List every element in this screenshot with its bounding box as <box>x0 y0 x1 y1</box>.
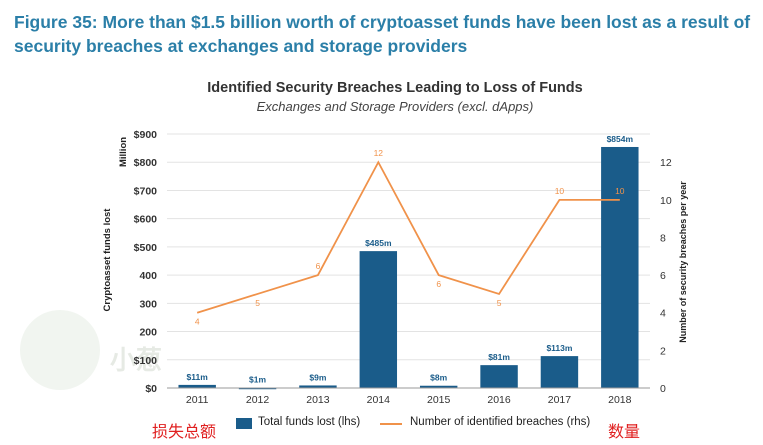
y-right-tick-label: 10 <box>660 195 672 207</box>
x-tick-label: 2012 <box>246 394 270 406</box>
y-left-tick-label: 300 <box>139 298 157 310</box>
bar-data-label: $11m <box>187 372 209 382</box>
bar-data-label: $81m <box>488 352 510 362</box>
bar <box>178 384 216 388</box>
y-left-unit-label: Million <box>118 137 129 167</box>
y-right-tick-label: 2 <box>660 345 666 357</box>
line-data-label: 6 <box>436 279 441 289</box>
y-left-tick-label: $0 <box>145 383 157 395</box>
bar-data-label: $8m <box>430 373 447 383</box>
line-data-label: 4 <box>195 317 200 327</box>
y-left-tick-label: $600 <box>134 214 158 226</box>
y-left-tick-label: $100 <box>134 355 158 367</box>
breaches-line <box>196 160 620 314</box>
chart-title: Identified Security Breaches Leading to … <box>207 80 583 96</box>
chinese-label-count: 数量 <box>608 424 641 441</box>
gridlines <box>167 133 650 389</box>
legend-swatch-bar <box>236 418 252 429</box>
bar <box>359 251 398 388</box>
line-series: 4 5 6 12 6 5 10 10 <box>195 148 625 327</box>
y-left-tick-label: $900 <box>134 129 158 141</box>
line-data-label: 6 <box>316 261 321 271</box>
bar-data-label: $9m <box>309 372 326 382</box>
y-left-tick-label: 200 <box>139 327 157 339</box>
x-tick-label: 2016 <box>487 394 511 406</box>
y-left-tick-label: 400 <box>139 270 157 282</box>
bar <box>540 356 579 388</box>
line-data-label: 10 <box>615 186 625 196</box>
line-data-label: 5 <box>255 298 260 308</box>
chinese-label-total: 损失总额 <box>152 424 217 441</box>
x-tick-label: 2018 <box>608 394 632 406</box>
axes: $0 $100 200 300 400 $500 $600 $700 $800 $900 0 2 4 6 8… <box>102 129 688 406</box>
x-tick-label: 2014 <box>367 394 391 406</box>
bar <box>299 385 337 388</box>
bar <box>419 385 458 388</box>
bar-data-label: $113m <box>546 343 572 353</box>
y-left-tick-label: $500 <box>134 242 158 254</box>
x-tick-label: 2015 <box>427 394 451 406</box>
line-data-label: 10 <box>555 186 565 196</box>
legend-swatch-line <box>380 423 402 425</box>
chart-subtitle: Exchanges and Storage Providers (excl. d… <box>256 99 534 114</box>
y-right-tick-label: 4 <box>660 308 666 320</box>
line-data-label: 12 <box>374 148 384 158</box>
x-tick-label: 2013 <box>306 394 330 406</box>
bar-data-label: $485m <box>365 238 392 248</box>
bar-data-label: $854m <box>607 134 634 144</box>
legend-line-label: Number of identified breaches (rhs) <box>410 416 591 428</box>
y-right-tick-label: 6 <box>660 270 666 282</box>
y-left-tick-label: $800 <box>134 157 158 169</box>
x-tick-label: 2017 <box>548 394 572 406</box>
bar <box>601 146 639 388</box>
y-right-tick-label: 0 <box>660 383 666 395</box>
bar <box>480 365 518 388</box>
bar-data-label: $1m <box>249 375 266 385</box>
line-data-label: 5 <box>497 298 502 308</box>
y-left-axis-title: Cryptoasset funds lost <box>102 208 113 312</box>
legend-bar-label: Total funds lost (lhs) <box>258 416 361 428</box>
watermark-text: 小葱 <box>110 345 163 375</box>
x-tick-label: 2011 <box>186 394 209 406</box>
y-left-tick-label: $700 <box>134 185 158 197</box>
y-right-tick-label: 8 <box>660 232 666 244</box>
bar-series: $11m $1m $9m $485m $8m $81m $113m $854m <box>178 134 639 390</box>
y-right-axis-title: Number of security breaches per year <box>678 181 688 343</box>
watermark-logo <box>20 310 100 390</box>
figure-title: Figure 35: More than $1.5 billion worth … <box>14 12 751 56</box>
y-right-tick-label: 12 <box>660 157 672 169</box>
